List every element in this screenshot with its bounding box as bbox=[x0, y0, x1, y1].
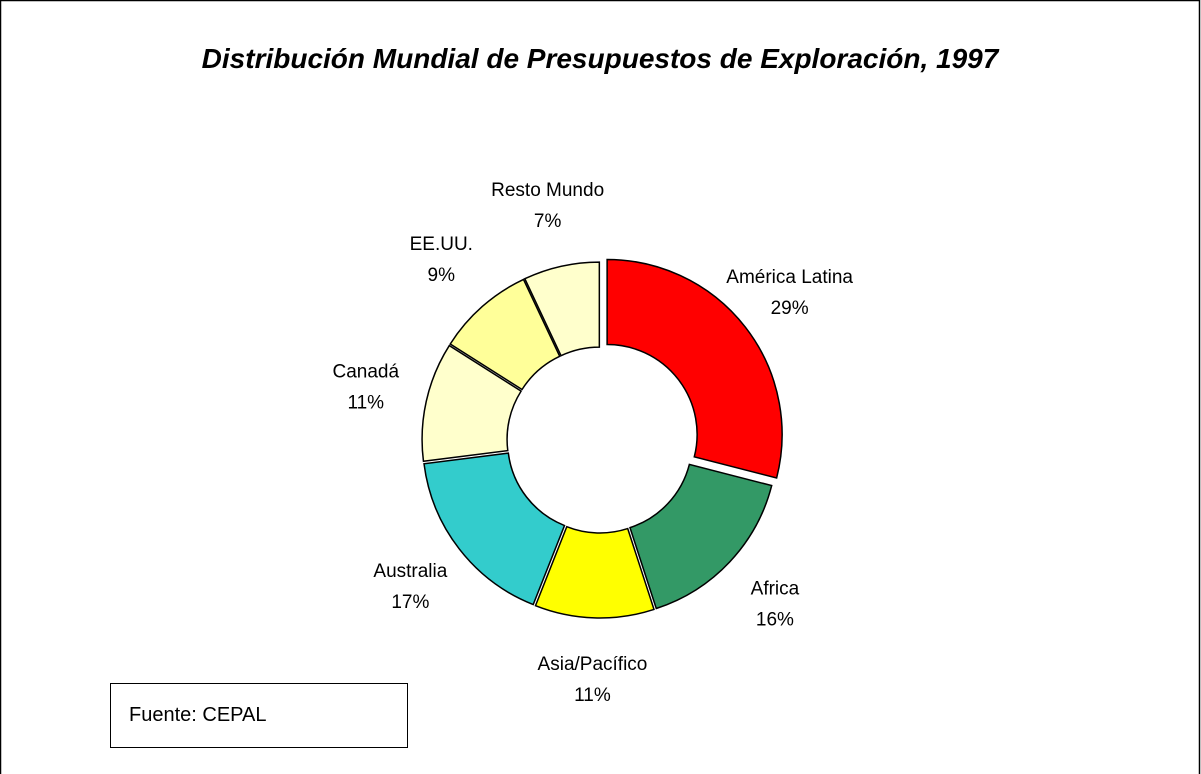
slice-value-label: 29% bbox=[771, 298, 809, 319]
slice-label: América Latina bbox=[726, 267, 853, 288]
slice-value-label: 7% bbox=[534, 211, 562, 232]
donut-slice bbox=[421, 344, 523, 463]
donut-slice bbox=[523, 261, 601, 357]
slice-label: EE.UU. bbox=[410, 234, 473, 255]
donut-slice bbox=[606, 258, 783, 479]
donut-slice bbox=[534, 525, 655, 619]
source-note: Fuente: CEPAL bbox=[110, 683, 408, 748]
slice-label: Resto Mundo bbox=[491, 180, 604, 201]
slice-label: Asia/Pacífico bbox=[538, 654, 648, 675]
slice-label: Canadá bbox=[332, 362, 399, 383]
slice-label: Africa bbox=[751, 578, 800, 599]
chart-title: Distribución Mundial de Presupuestos de … bbox=[201, 43, 999, 74]
slice-value-label: 11% bbox=[347, 393, 384, 414]
slice-value-label: 16% bbox=[756, 609, 794, 630]
donut-slice bbox=[629, 463, 773, 610]
slice-label: Australia bbox=[373, 561, 447, 582]
slice-value-label: 9% bbox=[428, 265, 456, 286]
donut-slice bbox=[423, 452, 566, 606]
slice-value-label: 11% bbox=[574, 685, 611, 706]
slice-value-label: 17% bbox=[391, 592, 429, 613]
donut-slice bbox=[449, 278, 561, 391]
